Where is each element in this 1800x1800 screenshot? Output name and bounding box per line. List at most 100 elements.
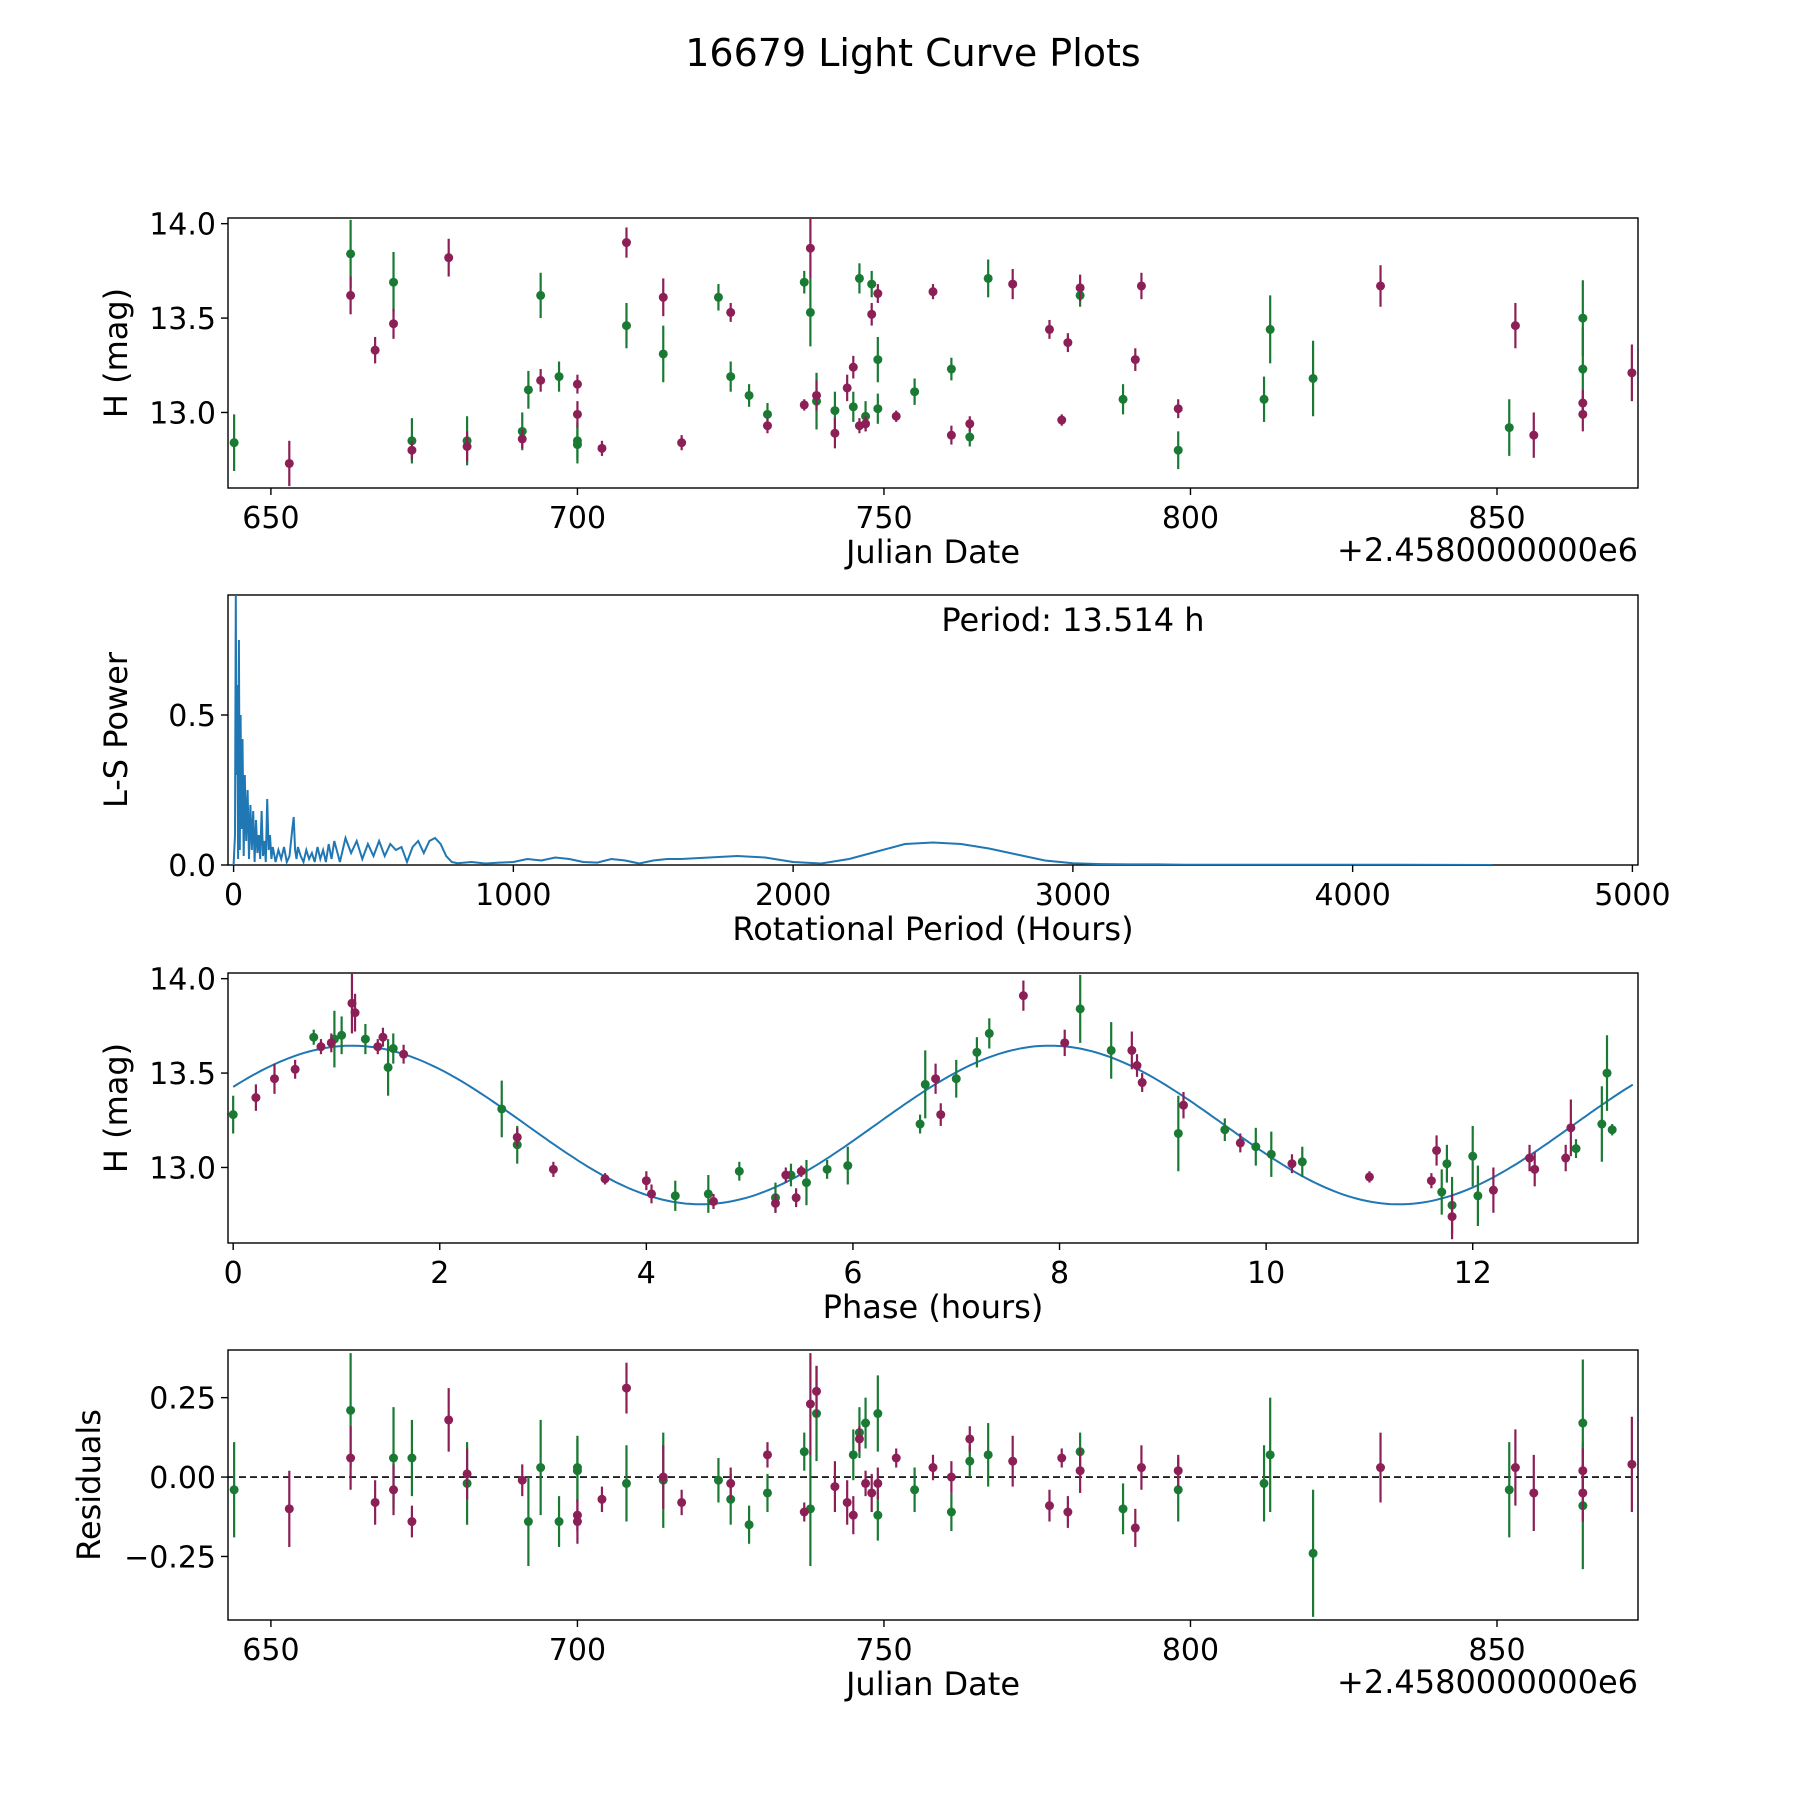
green-data-point: [1571, 1144, 1581, 1154]
green-data-point: [854, 273, 864, 283]
purple-data-point: [316, 1042, 326, 1052]
purple-data-point: [1561, 1153, 1571, 1163]
purple-data-point: [1075, 283, 1085, 293]
purple-data-point: [891, 1453, 901, 1463]
x-tick-label: 0: [224, 878, 243, 913]
residuals-axes: 650 700 750 800 850 −0.25 0.00 0.25 Julian Date R…: [70, 1349, 1639, 1703]
x-axis-label: Julian Date: [844, 533, 1020, 571]
purple-data-point: [726, 307, 736, 317]
purple-data-point: [791, 1193, 801, 1203]
periodogram-data: [232, 595, 1493, 865]
period-annotation: Period: 13.514 h: [941, 601, 1204, 639]
purple-data-point: [805, 243, 815, 253]
purple-data-point: [269, 1074, 279, 1084]
purple-data-point: [641, 1176, 651, 1186]
purple-data-point: [796, 1166, 806, 1176]
purple-data-point: [1060, 1038, 1070, 1048]
purple-data-point: [1044, 324, 1054, 334]
green-data-point: [536, 290, 546, 300]
green-data-point: [1308, 373, 1318, 383]
green-data-point: [972, 1047, 982, 1057]
purple-data-point: [647, 1189, 657, 1199]
green-data-point: [873, 1510, 883, 1520]
purple-data-point: [677, 1497, 687, 1507]
purple-data-point: [1364, 1172, 1374, 1182]
x-tick-label: 850: [1468, 1633, 1525, 1668]
green-data-point: [873, 404, 883, 414]
green-data-point: [1578, 313, 1588, 323]
purple-data-point: [1627, 1459, 1637, 1469]
purple-data-point: [1130, 355, 1140, 365]
green-data-point: [388, 1044, 398, 1054]
green-data-point: [1266, 1149, 1276, 1159]
x-tick-label: 750: [855, 501, 912, 536]
purple-data-point: [600, 1174, 610, 1184]
y-tick-label: 0.25: [149, 1382, 216, 1417]
purple-data-point: [1044, 1501, 1054, 1511]
green-data-point: [229, 1485, 239, 1495]
purple-data-point: [848, 1510, 858, 1520]
purple-data-point: [1136, 1463, 1146, 1473]
green-data-point: [713, 1475, 723, 1485]
purple-data-point: [350, 1008, 360, 1018]
purple-data-point: [444, 1415, 454, 1425]
purple-data-point: [658, 292, 668, 302]
x-tick-label: 0: [224, 1256, 243, 1291]
green-data-point: [621, 1478, 631, 1488]
purple-data-point: [1627, 368, 1637, 378]
x-axis-label: Phase (hours): [823, 1288, 1044, 1326]
purple-data-point: [762, 421, 772, 431]
figure-title: 16679 Light Curve Plots: [685, 31, 1140, 75]
purple-data-point: [1432, 1145, 1442, 1155]
purple-data-point: [326, 1038, 336, 1048]
purple-data-point: [621, 1383, 631, 1393]
green-data-point: [822, 1164, 832, 1174]
green-data-point: [658, 349, 668, 359]
green-data-point: [946, 1507, 956, 1517]
x-tick-label: 10: [1247, 1256, 1285, 1291]
green-data-point: [983, 1450, 993, 1460]
green-data-point: [801, 1178, 811, 1188]
y-tick-label: 13.5: [149, 1057, 216, 1092]
purple-data-point: [891, 411, 901, 421]
y-tick-label: −0.25: [124, 1540, 216, 1575]
green-data-point: [337, 1030, 347, 1040]
purple-data-point: [830, 428, 840, 438]
x-tick-label: 6: [843, 1256, 862, 1291]
purple-data-point: [1376, 1463, 1386, 1473]
purple-data-point: [389, 319, 399, 329]
purple-data-point: [536, 375, 546, 385]
green-data-point: [799, 277, 809, 287]
lightcurve-data: [229, 218, 1637, 487]
purple-data-point: [1127, 1045, 1137, 1055]
green-data-point: [848, 1450, 858, 1460]
green-data-point: [984, 1028, 994, 1038]
green-data-point: [383, 1062, 393, 1072]
purple-data-point: [548, 1164, 558, 1174]
purple-data-point: [1447, 1212, 1457, 1222]
green-data-point: [1265, 1450, 1275, 1460]
green-data-point: [1602, 1068, 1612, 1078]
y-tick-label: 0.00: [149, 1461, 216, 1496]
purple-data-point: [597, 443, 607, 453]
purple-data-point: [842, 383, 852, 393]
purple-data-point: [1057, 1453, 1067, 1463]
green-data-point: [983, 273, 993, 283]
purple-data-point: [861, 1478, 871, 1488]
green-data-point: [1259, 1478, 1269, 1488]
y-tick-label: 13.0: [149, 1151, 216, 1186]
purple-data-point: [597, 1494, 607, 1504]
purple-data-point: [1075, 1466, 1085, 1476]
green-data-point: [1220, 1125, 1230, 1135]
green-data-point: [744, 390, 754, 400]
purple-data-point: [1426, 1176, 1436, 1186]
green-data-point: [1173, 1485, 1183, 1495]
green-data-point: [309, 1032, 319, 1042]
green-data-point: [1106, 1045, 1116, 1055]
green-data-point: [843, 1161, 853, 1171]
purple-data-point: [1529, 1488, 1539, 1498]
purple-data-point: [284, 458, 294, 468]
x-axis-label: Rotational Period (Hours): [732, 910, 1133, 948]
